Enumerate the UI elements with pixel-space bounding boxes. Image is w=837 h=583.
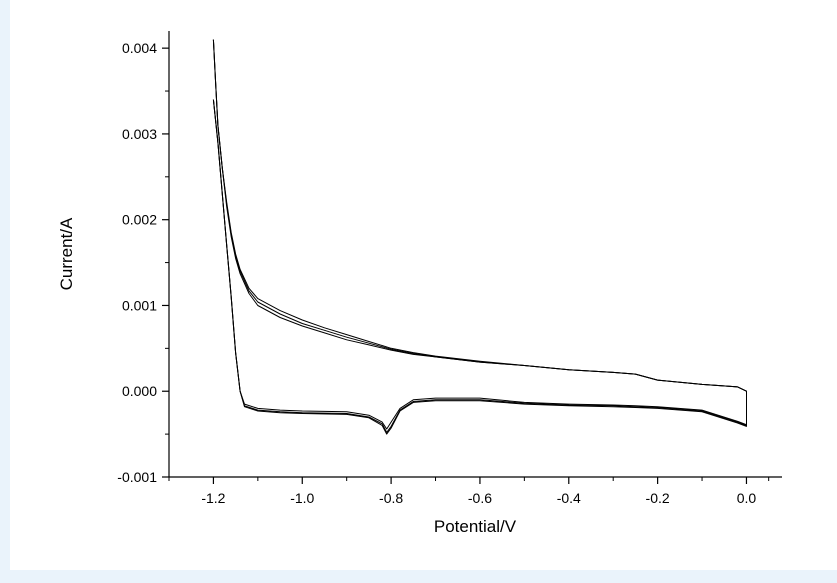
x-axis-title: Potential/V [434,517,517,536]
x-tick-label: -1.2 [201,490,225,506]
x-tick-label: -1.0 [290,490,314,506]
cv-chart: -1.2 -1.0 -0.8 -0.6 -0.4 -0.2 0.0 -0.001 0.000 0… [57,31,782,536]
y-tick-label: 0.001 [122,297,157,313]
x-tick-layer: -1.2 -1.0 -0.8 -0.6 -0.4 -0.2 0.0 [168,477,770,506]
y-tick-label: 0.003 [122,126,157,142]
y-tick-label: -0.001 [117,469,157,485]
y-tick-label: 0.000 [122,383,157,399]
y-axis-title: Current/A [57,217,76,290]
y-tick-label: 0.002 [122,212,157,228]
y-tick-label: 0.004 [122,40,157,56]
chart-panel: -1.2 -1.0 -0.8 -0.6 -0.4 -0.2 0.0 -0.001 0.000 0… [10,0,837,570]
x-tick-label: -0.8 [379,490,403,506]
x-tick-label: -0.2 [646,490,670,506]
y-tick-layer: -0.001 0.000 0.001 0.002 0.003 0.004 [117,40,169,485]
cv-curve-3 [212,39,747,435]
cv-curve-2 [212,39,747,433]
x-tick-label: -0.4 [557,490,581,506]
cv-curve-1 [212,39,747,430]
x-tick-label: -0.6 [468,490,492,506]
curve-layer [212,39,747,435]
x-tick-label: 0.0 [737,490,757,506]
